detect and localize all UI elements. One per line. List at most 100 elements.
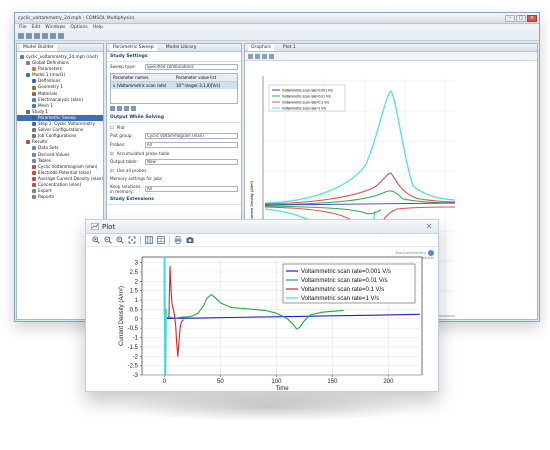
series-line-1: [164, 313, 420, 319]
y-tick-label: -0.5: [128, 326, 139, 332]
zoom-extents-icon[interactable]: [262, 53, 267, 59]
close-icon[interactable]: ✕: [425, 222, 433, 231]
undo-icon[interactable]: [42, 32, 48, 39]
y-tick-label: 0: [135, 317, 139, 323]
keep-solutions-select[interactable]: All: [145, 185, 238, 192]
zoom-extents-icon[interactable]: [128, 236, 136, 244]
logo-line-1: Electrochemistry: [395, 251, 426, 255]
tree-item[interactable]: Derived Values: [17, 152, 103, 158]
tree-item[interactable]: Tables: [17, 158, 103, 164]
series-line-3: [168, 265, 184, 357]
redo-icon[interactable]: [50, 32, 56, 39]
tree-item[interactable]: Cyclic Voltammogram (elan): [17, 164, 103, 170]
move-down-icon[interactable]: [117, 106, 122, 111]
voltammogram-chart[interactable]: -3 -2.5 -2 -1.5 -1 -0.5 0 0.5 1 1.5 2 2.5 3 0 50 100 150…: [86, 247, 440, 393]
menu-file[interactable]: File: [19, 25, 27, 30]
new-icon[interactable]: [18, 32, 24, 39]
print-icon[interactable]: [174, 236, 182, 244]
tab-plot-1[interactable]: Plot 1: [282, 45, 296, 50]
probes-label: Probes:: [110, 142, 126, 147]
window-controls: – □ ×: [505, 14, 537, 22]
plot-checkbox[interactable]: ☐: [110, 124, 114, 130]
maximize-button[interactable]: □: [516, 14, 526, 22]
table-icon[interactable]: [157, 236, 165, 244]
tree-item[interactable]: Solver Configurations: [17, 127, 103, 133]
tree-item[interactable]: Export: [17, 188, 103, 194]
use-all-probes-checkbox[interactable]: ☑: [110, 167, 114, 173]
tree-item-label: Cyclic Voltammogram (elan): [38, 163, 98, 169]
tree-item[interactable]: Definitions: [17, 78, 103, 84]
zoom-in-icon[interactable]: [92, 236, 100, 244]
toolbar-separator: [169, 235, 170, 245]
tree-item[interactable]: Concentration (elan): [17, 182, 103, 188]
move-up-icon[interactable]: [110, 106, 115, 111]
app-title: cyclic_voltammetry_2d.mph - COMSOL Multi…: [18, 15, 135, 21]
table-row[interactable]: v (Voltammetric scan rate) 10^range(-3,1…: [111, 82, 237, 89]
tree-item[interactable]: Mesh 1: [17, 103, 103, 109]
x-tick-label: 100: [271, 379, 282, 385]
plot-icon: [91, 223, 99, 230]
tree-item[interactable]: Parametric Sweep: [17, 114, 103, 122]
y-tick-label: -1: [133, 336, 139, 342]
tree-node-icon: [32, 67, 36, 72]
param-value-cell[interactable]: 10^range(-3,1,0)[V/s]: [176, 83, 221, 88]
tree-node-icon: [32, 115, 36, 120]
output-table-select[interactable]: New: [145, 158, 238, 165]
open-icon[interactable]: [26, 32, 32, 39]
tree-item[interactable]: Results: [17, 139, 103, 145]
tree-node-icon: [32, 158, 36, 163]
tree-item[interactable]: Materials: [17, 91, 103, 97]
menu-edit[interactable]: Edit: [31, 25, 41, 30]
tree-item-label: Geometry 1: [38, 84, 63, 90]
tree-node-icon: [32, 146, 36, 151]
tree-item[interactable]: Global Definitions: [17, 60, 103, 66]
sweep-type-select[interactable]: Specified combinations: [145, 63, 238, 70]
output-while-solving-section[interactable]: Output While Solving: [107, 113, 241, 123]
grid-icon[interactable]: [145, 236, 153, 244]
tree-item[interactable]: Reports: [17, 194, 103, 200]
save-icon[interactable]: [34, 32, 40, 39]
tab-model-library[interactable]: Model Library: [165, 45, 197, 50]
app-toolbar: [15, 31, 539, 41]
zoom-out-icon[interactable]: [104, 236, 112, 244]
tree-item[interactable]: Geometry 1: [17, 84, 103, 90]
tree-item-label: Job Configurations: [38, 133, 77, 139]
param-name-cell[interactable]: v (Voltammetric scan rate): [113, 83, 167, 88]
menu-help[interactable]: Help: [92, 25, 103, 30]
tree-item[interactable]: Parameters: [17, 66, 103, 72]
close-button[interactable]: ×: [527, 14, 537, 22]
compute-icon[interactable]: [58, 32, 64, 39]
zoom-out-icon[interactable]: [255, 53, 260, 59]
zoom-box-icon[interactable]: [116, 236, 124, 244]
probes-select[interactable]: All: [145, 141, 238, 148]
graphics-legend-3: Voltammetric scan rate=0.1 V/s: [282, 101, 329, 105]
plot-group-select[interactable]: Cyclic Voltammogram (elan): [145, 132, 238, 139]
tree-item[interactable]: Study 1: [17, 109, 103, 115]
tree-item[interactable]: Job Configurations: [17, 133, 103, 139]
minimize-button[interactable]: –: [505, 14, 515, 22]
tab-graphics[interactable]: Graphics: [248, 44, 274, 51]
use-all-probes-row: ☑ Use all probes: [107, 166, 241, 174]
tree-item[interactable]: cyclic_voltammetry_2d.mph (root): [17, 54, 103, 60]
add-icon[interactable]: [124, 106, 129, 111]
print-icon[interactable]: [269, 53, 274, 59]
tree-item-label: Step 1: Cyclic Voltammetry: [38, 121, 95, 127]
tree-item[interactable]: Electroanalysis (elan): [17, 97, 103, 103]
sweep-type-row: Sweep type: Specified combinations: [107, 62, 241, 71]
study-extensions-section[interactable]: Study Extensions: [107, 195, 241, 205]
study-settings-section[interactable]: Study Settings: [107, 52, 241, 62]
zoom-in-icon[interactable]: [248, 53, 253, 59]
menu-options[interactable]: Options: [70, 25, 88, 30]
tree-item-label: Definitions: [38, 78, 61, 84]
camera-icon[interactable]: [186, 236, 194, 244]
delete-icon[interactable]: [131, 106, 136, 111]
tab-parametric-sweep[interactable]: Parametric Sweep: [110, 44, 157, 51]
tree-item[interactable]: Data Sets: [17, 145, 103, 151]
tree-item[interactable]: Model 1 (mod1): [17, 72, 103, 78]
tree-item[interactable]: Average Current Density (elan): [17, 176, 103, 182]
tree-item[interactable]: Electrode Potential (elan): [17, 170, 103, 176]
accumulated-checkbox[interactable]: ☑: [110, 150, 114, 156]
menu-windows[interactable]: Windows: [45, 25, 66, 30]
tab-model-builder[interactable]: Model Builder: [20, 44, 57, 51]
tree-item[interactable]: Step 1: Cyclic Voltammetry: [17, 121, 103, 127]
